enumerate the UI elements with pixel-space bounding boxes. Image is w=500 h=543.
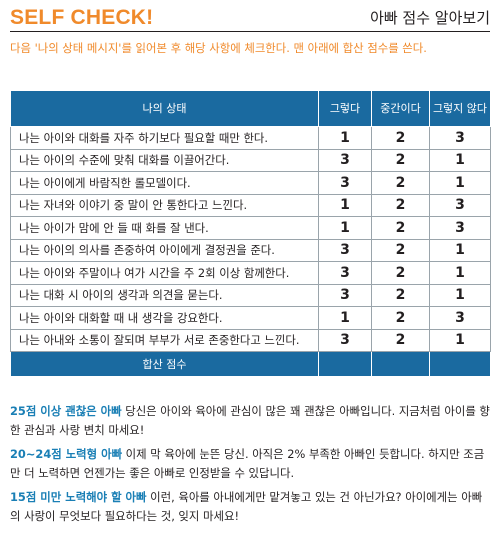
statement-cell: 나는 대화 시 아이의 생각과 의견을 묻는다. bbox=[10, 283, 319, 307]
total-score-cell-neutral[interactable] bbox=[371, 351, 430, 377]
statement-cell: 나는 아이에게 바람직한 롤모델이다. bbox=[10, 171, 319, 195]
statement-cell: 나는 아이의 의사를 존중하여 아이에게 결정권을 준다. bbox=[10, 238, 319, 262]
score-cell-no[interactable]: 3 bbox=[429, 306, 491, 330]
table-row: 나는 아이의 수준에 맞춰 대화를 이끌어간다. 3 2 1 bbox=[10, 148, 491, 172]
score-cell-neutral[interactable]: 2 bbox=[371, 126, 430, 150]
score-cell-yes[interactable]: 1 bbox=[318, 306, 372, 330]
table-row: 나는 아이에게 바람직한 롤모델이다. 3 2 1 bbox=[10, 171, 491, 195]
result-level: 25점 이상 괜찮은 아빠 bbox=[10, 404, 122, 418]
score-cell-yes[interactable]: 3 bbox=[318, 261, 372, 285]
page-subtitle: 아빠 점수 알아보기 bbox=[370, 9, 490, 27]
score-cell-neutral[interactable]: 2 bbox=[371, 193, 430, 217]
score-cell-yes[interactable]: 3 bbox=[318, 328, 372, 352]
score-cell-neutral[interactable]: 2 bbox=[371, 171, 430, 195]
result-text: 당신은 아이와 육아에 관심이 많은 꽤 괜찮은 아빠입니다. 지금처럼 아이를… bbox=[10, 404, 490, 437]
score-cell-no[interactable]: 3 bbox=[429, 216, 491, 240]
score-cell-yes[interactable]: 3 bbox=[318, 283, 372, 307]
total-score-cell-yes[interactable] bbox=[318, 351, 372, 377]
total-score-label: 합산 점수 bbox=[10, 351, 319, 377]
score-cell-neutral[interactable]: 2 bbox=[371, 148, 430, 172]
table-header-row: 나의 상태 그렇다 중간이다 그렇지 않다 bbox=[10, 90, 491, 127]
score-cell-yes[interactable]: 1 bbox=[318, 193, 372, 217]
statement-cell: 나는 아이의 수준에 맞춰 대화를 이끌어간다. bbox=[10, 148, 319, 172]
score-cell-yes[interactable]: 3 bbox=[318, 148, 372, 172]
result-item: 25점 이상 괜찮은 아빠 당신은 아이와 육아에 관심이 많은 꽤 괜찮은 아… bbox=[10, 402, 490, 439]
score-cell-neutral[interactable]: 2 bbox=[371, 283, 430, 307]
score-cell-neutral[interactable]: 2 bbox=[371, 261, 430, 285]
table-row: 나는 아이의 의사를 존중하여 아이에게 결정권을 준다. 3 2 1 bbox=[10, 238, 491, 262]
instruction-text: 다음 '나의 상태 메시지'를 읽어본 후 해당 사항에 체크한다. 맨 아래에… bbox=[10, 41, 427, 55]
score-cell-no[interactable]: 3 bbox=[429, 126, 491, 150]
score-cell-no[interactable]: 1 bbox=[429, 261, 491, 285]
header-divider bbox=[10, 31, 490, 32]
score-cell-neutral[interactable]: 2 bbox=[371, 216, 430, 240]
score-cell-neutral[interactable]: 2 bbox=[371, 306, 430, 330]
score-cell-yes[interactable]: 1 bbox=[318, 216, 372, 240]
result-text: 이제 막 육아에 눈뜬 당신. 아직은 2% 부족한 아빠인 듯합니다. 하지만… bbox=[10, 447, 485, 480]
statement-cell: 나는 아이와 주말이나 여가 시간을 주 2회 이상 함께한다. bbox=[10, 261, 319, 285]
statement-cell: 나는 아이와 대화할 때 내 생각을 강요한다. bbox=[10, 306, 319, 330]
score-cell-neutral[interactable]: 2 bbox=[371, 238, 430, 262]
score-cell-no[interactable]: 1 bbox=[429, 283, 491, 307]
result-text: 이런, 육아를 아내에게만 맡겨놓고 있는 건 아닌가요? 아이에게는 아빠의 … bbox=[10, 490, 483, 523]
statement-cell: 나는 아이가 맘에 안 들 때 화를 잘 낸다. bbox=[10, 216, 319, 240]
self-check-table: 나의 상태 그렇다 중간이다 그렇지 않다 나는 아이와 대화를 자주 하기보다… bbox=[10, 90, 491, 377]
table-row: 나는 아이가 맘에 안 들 때 화를 잘 낸다. 1 2 3 bbox=[10, 216, 491, 240]
table-row: 나는 자녀와 이야기 중 말이 안 통한다고 느낀다. 1 2 3 bbox=[10, 193, 491, 217]
score-cell-yes[interactable]: 3 bbox=[318, 171, 372, 195]
total-score-row: 합산 점수 bbox=[10, 351, 491, 377]
table-row: 나는 아내와 소통이 잘되며 부부가 서로 존중한다고 느낀다. 3 2 1 bbox=[10, 328, 491, 352]
result-level: 20~24점 노력형 아빠 bbox=[10, 447, 123, 461]
column-header-neutral: 중간이다 bbox=[371, 90, 430, 127]
column-header-state: 나의 상태 bbox=[10, 90, 319, 127]
total-score-cell-no[interactable] bbox=[429, 351, 491, 377]
statement-cell: 나는 자녀와 이야기 중 말이 안 통한다고 느낀다. bbox=[10, 193, 319, 217]
score-cell-yes[interactable]: 1 bbox=[318, 126, 372, 150]
result-item: 20~24점 노력형 아빠 이제 막 육아에 눈뜬 당신. 아직은 2% 부족한… bbox=[10, 445, 490, 482]
page-title: SELF CHECK! bbox=[10, 6, 154, 29]
score-results: 25점 이상 괜찮은 아빠 당신은 아이와 육아에 관심이 많은 꽤 괜찮은 아… bbox=[10, 402, 490, 531]
result-item: 15점 미만 노력해야 할 아빠 이런, 육아를 아내에게만 맡겨놓고 있는 건… bbox=[10, 488, 490, 525]
score-cell-yes[interactable]: 3 bbox=[318, 238, 372, 262]
page-header: SELF CHECK! 아빠 점수 알아보기 bbox=[10, 6, 490, 30]
score-cell-no[interactable]: 3 bbox=[429, 193, 491, 217]
column-header-yes: 그렇다 bbox=[318, 90, 372, 127]
table-row: 나는 대화 시 아이의 생각과 의견을 묻는다. 3 2 1 bbox=[10, 283, 491, 307]
table-row: 나는 아이와 대화를 자주 하기보다 필요할 때만 한다. 1 2 3 bbox=[10, 126, 491, 150]
score-cell-no[interactable]: 1 bbox=[429, 238, 491, 262]
statement-cell: 나는 아이와 대화를 자주 하기보다 필요할 때만 한다. bbox=[10, 126, 319, 150]
score-cell-no[interactable]: 1 bbox=[429, 171, 491, 195]
table-row: 나는 아이와 주말이나 여가 시간을 주 2회 이상 함께한다. 3 2 1 bbox=[10, 261, 491, 285]
score-cell-no[interactable]: 1 bbox=[429, 328, 491, 352]
table-row: 나는 아이와 대화할 때 내 생각을 강요한다. 1 2 3 bbox=[10, 306, 491, 330]
statement-cell: 나는 아내와 소통이 잘되며 부부가 서로 존중한다고 느낀다. bbox=[10, 328, 319, 352]
result-level: 15점 미만 노력해야 할 아빠 bbox=[10, 490, 147, 504]
score-cell-neutral[interactable]: 2 bbox=[371, 328, 430, 352]
column-header-no: 그렇지 않다 bbox=[429, 90, 491, 127]
score-cell-no[interactable]: 1 bbox=[429, 148, 491, 172]
